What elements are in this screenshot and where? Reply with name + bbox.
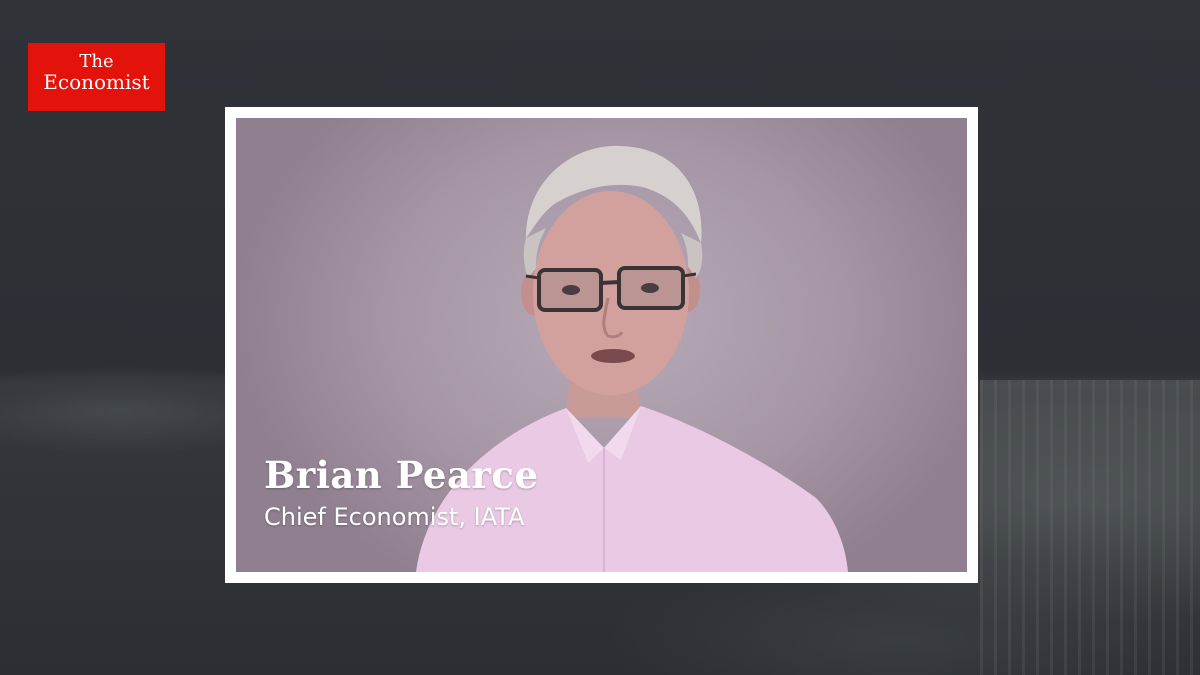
video-frame: Brian Pearce Chief Economist, IATA: [225, 107, 978, 583]
lower-third: Brian Pearce Chief Economist, IATA: [264, 453, 539, 531]
speaker-title: Chief Economist, IATA: [264, 503, 525, 531]
video-feed: Brian Pearce Chief Economist, IATA: [236, 118, 967, 572]
background-harbor: [980, 380, 1200, 675]
speaker-portrait: [416, 145, 848, 572]
economist-logo: The Economist: [28, 43, 165, 111]
logo-line-2: Economist: [43, 69, 150, 94]
logo-line-1: The: [79, 51, 114, 72]
speaker-name: Brian Pearce: [264, 453, 539, 497]
